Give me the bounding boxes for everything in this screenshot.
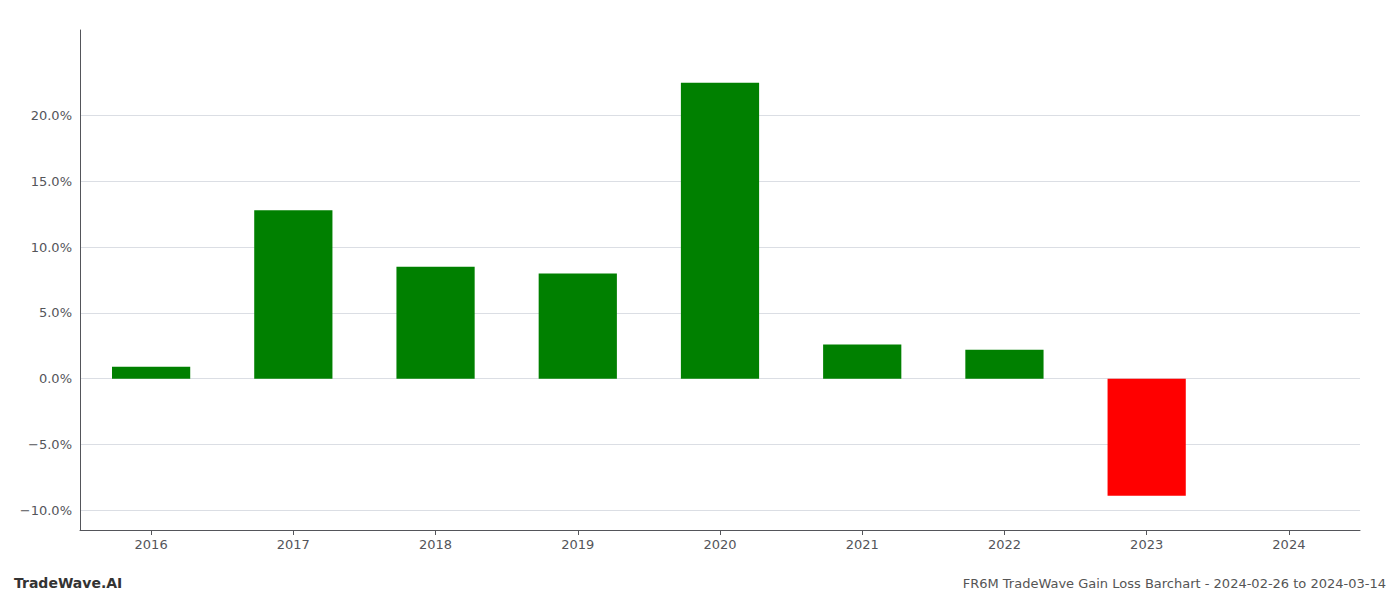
svg-text:0.0%: 0.0% (39, 371, 72, 386)
svg-text:−5.0%: −5.0% (28, 437, 72, 452)
svg-text:2016: 2016 (135, 537, 168, 552)
svg-text:2019: 2019 (561, 537, 594, 552)
svg-text:2024: 2024 (1272, 537, 1305, 552)
svg-text:2017: 2017 (277, 537, 310, 552)
svg-text:5.0%: 5.0% (39, 305, 72, 320)
svg-text:10.0%: 10.0% (31, 240, 72, 255)
svg-text:FR6M TradeWave Gain Loss Barch: FR6M TradeWave Gain Loss Barchart - 2024… (963, 576, 1386, 591)
svg-text:−10.0%: −10.0% (20, 503, 72, 518)
svg-text:15.0%: 15.0% (31, 174, 72, 189)
svg-text:2023: 2023 (1130, 537, 1163, 552)
svg-text:TradeWave.AI: TradeWave.AI (14, 575, 122, 591)
svg-text:2021: 2021 (846, 537, 879, 552)
svg-text:2018: 2018 (419, 537, 452, 552)
svg-text:2022: 2022 (988, 537, 1021, 552)
svg-text:20.0%: 20.0% (31, 108, 72, 123)
svg-text:2020: 2020 (703, 537, 736, 552)
